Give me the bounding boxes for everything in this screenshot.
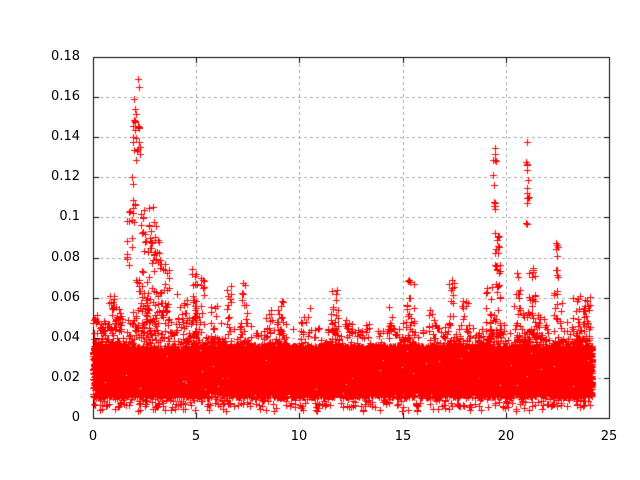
x-tick-label: 5 [191,429,201,444]
y-tick-label: 0.14 [51,129,80,144]
y-tick-label: 0.06 [51,290,80,305]
x-tick-label: 25 [600,429,618,444]
y-tick-label: 0.18 [51,49,80,64]
x-tick-label: 20 [497,429,515,444]
y-tick-label: 0.04 [51,330,80,345]
x-tick-label: 0 [88,429,98,444]
y-tick-label: 0.08 [51,250,80,265]
y-tick-label: 0.16 [51,89,80,104]
x-tick-label: 15 [394,429,412,444]
y-tick-label: 0.1 [59,209,80,224]
y-tick-label: 0.02 [51,370,80,385]
y-tick-label: 0.12 [51,169,80,184]
x-tick-label: 10 [290,429,308,444]
y-tick-label: 0 [71,410,80,425]
